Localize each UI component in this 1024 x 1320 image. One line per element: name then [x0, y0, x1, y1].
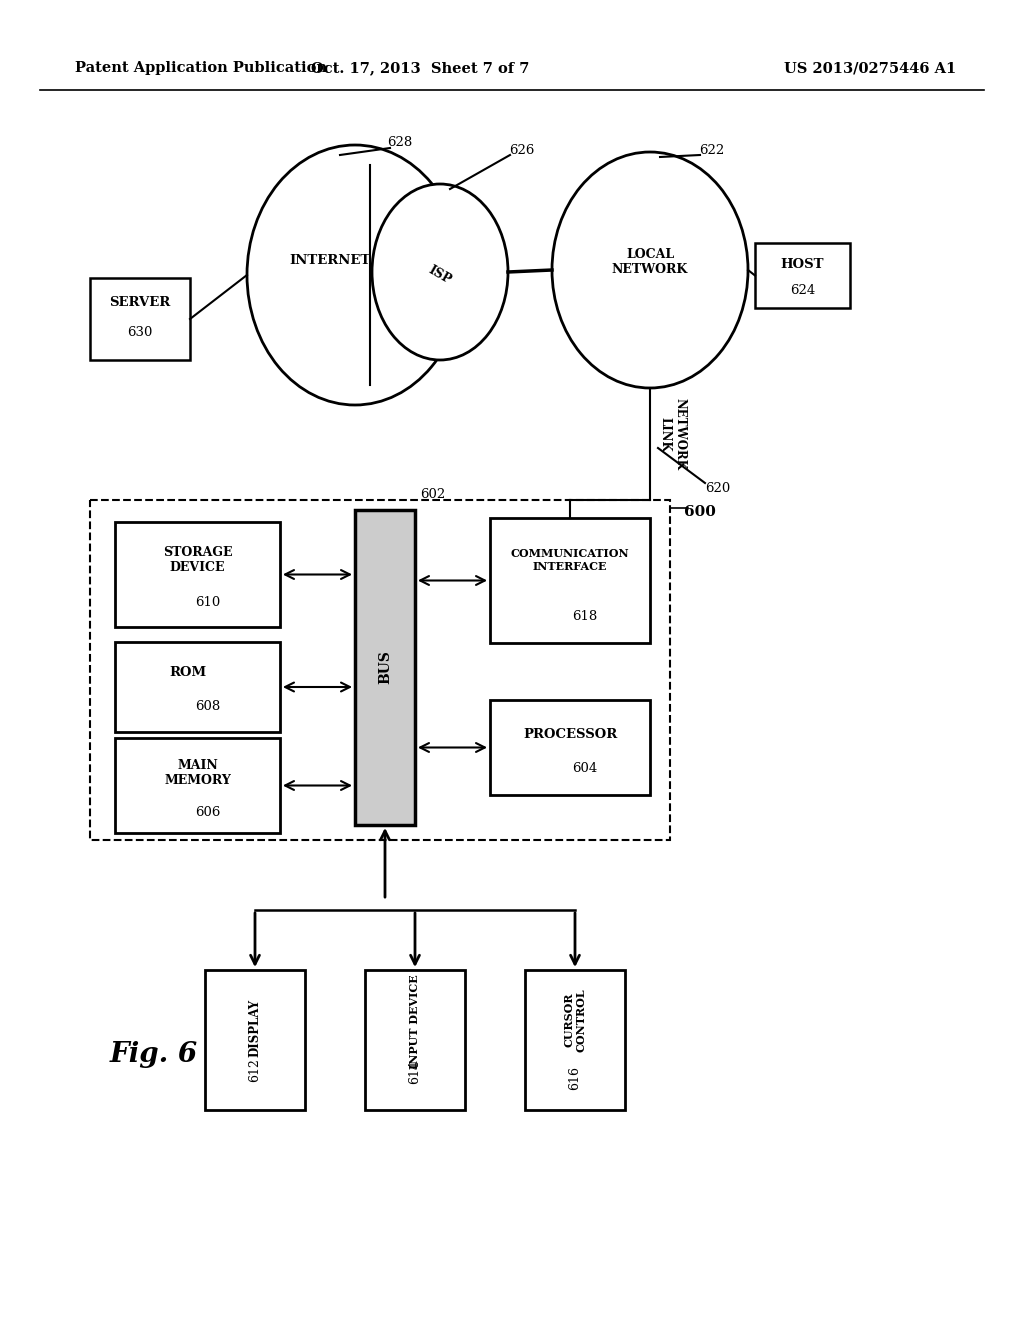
- Text: 622: 622: [699, 144, 725, 157]
- Text: 606: 606: [195, 807, 220, 820]
- Text: 616: 616: [568, 1067, 582, 1090]
- Text: 610: 610: [195, 595, 220, 609]
- Ellipse shape: [247, 145, 463, 405]
- Ellipse shape: [372, 183, 508, 360]
- Bar: [115, 642, 280, 733]
- Text: LOCAL
NETWORK: LOCAL NETWORK: [612, 248, 688, 276]
- Text: 626: 626: [509, 144, 535, 157]
- Bar: [90, 500, 670, 840]
- Text: SERVER: SERVER: [110, 297, 171, 309]
- Bar: [115, 738, 280, 833]
- Bar: [490, 517, 650, 643]
- Text: BUS: BUS: [378, 651, 392, 685]
- Bar: [525, 970, 625, 1110]
- Text: DISPLAY: DISPLAY: [249, 999, 261, 1057]
- Text: 604: 604: [572, 762, 598, 775]
- Text: STORAGE
DEVICE: STORAGE DEVICE: [163, 546, 232, 574]
- Text: Patent Application Publication: Patent Application Publication: [75, 61, 327, 75]
- Text: COMMUNICATION
INTERFACE: COMMUNICATION INTERFACE: [511, 548, 630, 572]
- Text: INTERNET: INTERNET: [290, 253, 371, 267]
- Text: 612: 612: [249, 1059, 261, 1082]
- Bar: [490, 700, 650, 795]
- Text: ROM: ROM: [169, 665, 206, 678]
- Text: 614: 614: [409, 1060, 422, 1084]
- Text: 602: 602: [420, 488, 445, 502]
- Text: HOST: HOST: [780, 259, 824, 272]
- Text: 608: 608: [195, 701, 220, 714]
- Text: 620: 620: [706, 482, 731, 495]
- Text: 618: 618: [572, 610, 598, 623]
- Bar: [90, 279, 190, 360]
- Text: 630: 630: [127, 326, 153, 339]
- Text: Oct. 17, 2013  Sheet 7 of 7: Oct. 17, 2013 Sheet 7 of 7: [311, 61, 529, 75]
- Bar: [355, 510, 415, 825]
- Text: 600: 600: [684, 506, 716, 519]
- Text: US 2013/0275446 A1: US 2013/0275446 A1: [784, 61, 956, 75]
- Text: 624: 624: [790, 285, 815, 297]
- Text: CURSOR
CONTROL: CURSOR CONTROL: [563, 989, 587, 1052]
- Text: ISP: ISP: [426, 263, 454, 286]
- Text: 628: 628: [387, 136, 413, 149]
- Text: Fig. 6: Fig. 6: [110, 1041, 198, 1068]
- Bar: [755, 243, 850, 308]
- Text: PROCESSOR: PROCESSOR: [523, 729, 617, 742]
- Bar: [115, 521, 280, 627]
- Text: NETWORK
LINK: NETWORK LINK: [658, 399, 686, 470]
- Bar: [365, 970, 465, 1110]
- Text: MAIN
MEMORY: MAIN MEMORY: [164, 759, 231, 787]
- Text: INPUT DEVICE: INPUT DEVICE: [410, 974, 421, 1069]
- Ellipse shape: [552, 152, 748, 388]
- Bar: [205, 970, 305, 1110]
